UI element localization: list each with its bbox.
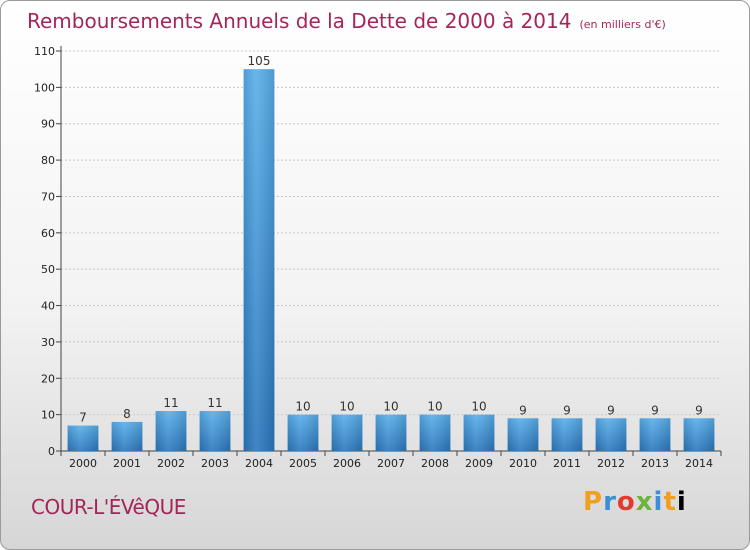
x-tick-label: 2000 [69,457,97,470]
axes: 0 10 20 30 40 50 60 70 80 90 100 110 2000 2001 2002 200… [34,45,722,470]
y-tick-label: 80 [41,154,55,167]
logo-letter: t [663,487,677,517]
y-tick-label: 110 [34,45,55,58]
bar-shade [551,418,583,451]
data-label: 8 [123,407,131,421]
x-tick-label: 2008 [421,457,449,470]
y-tick-label: 60 [41,227,55,240]
x-tick-label: 2005 [289,457,317,470]
x-tick-label: 2014 [685,457,713,470]
bar-shade [683,418,715,451]
bar-shade [595,418,627,451]
data-label: 11 [163,396,178,410]
x-tick-label: 2012 [597,457,625,470]
logo-letter: o [616,487,636,517]
x-tick-label: 2004 [245,457,273,470]
data-labels: 7 8 11 11 105 10 10 10 10 10 9 9 9 9 9 [79,54,703,424]
unit-label: (en milliers d'€) [579,18,666,31]
logo-letter: r [603,487,617,517]
x-tick-label: 2013 [641,457,669,470]
x-tick-label: 2007 [377,457,405,470]
y-tick-label: 30 [41,336,55,349]
x-tick-label: 2011 [553,457,581,470]
data-label: 9 [651,403,659,417]
proxiti-logo: Proxiti [583,487,687,517]
gridlines [61,50,721,416]
bar-shade [463,414,495,451]
data-label: 10 [339,400,354,414]
data-label: 9 [695,403,703,417]
data-label: 10 [383,400,398,414]
bar-shade [67,425,99,451]
bar-shade [331,414,363,451]
x-tick-label: 2010 [509,457,537,470]
x-tick-label: 2003 [201,457,229,470]
bar-shade [287,414,319,451]
bar-shade [111,421,143,451]
y-tick-label: 100 [34,81,55,94]
x-tick-label: 2001 [113,457,141,470]
logo-letter: x [635,487,654,517]
y-tick-label: 40 [41,300,55,313]
logo-letter: i [676,487,687,517]
bar-shade [375,414,407,451]
logo-letter: i [653,487,664,517]
bar-shade [639,418,671,451]
y-tick-label: 70 [41,190,55,203]
data-label: 9 [563,403,571,417]
y-tick-label: 10 [41,409,55,422]
x-tick-label: 2002 [157,457,185,470]
bar-shade [243,69,275,451]
x-tick-label: 2006 [333,457,361,470]
y-tick-label: 0 [48,445,55,458]
bar-shade [419,414,451,451]
data-label: 10 [295,400,310,414]
bars [67,69,715,451]
bar-shade [199,411,231,451]
bar-shade [507,418,539,451]
chart-title: Remboursements Annuels de la Dette de 20… [27,9,666,33]
x-tick-label: 2009 [465,457,493,470]
y-tick-label: 90 [41,118,55,131]
data-label: 11 [207,396,222,410]
title-text: Remboursements Annuels de la Dette de 20… [27,9,572,33]
y-tick-label: 50 [41,263,55,276]
data-label: 10 [471,400,486,414]
data-label: 9 [519,403,527,417]
city-name: COUR-L'ÉVêQUE [31,495,186,519]
y-tick-label: 20 [41,372,55,385]
data-label: 7 [79,411,87,425]
bar-shade [155,411,187,451]
logo-letter: P [583,487,604,517]
data-label: 105 [248,54,271,68]
data-label: 10 [427,400,442,414]
data-label: 9 [607,403,615,417]
